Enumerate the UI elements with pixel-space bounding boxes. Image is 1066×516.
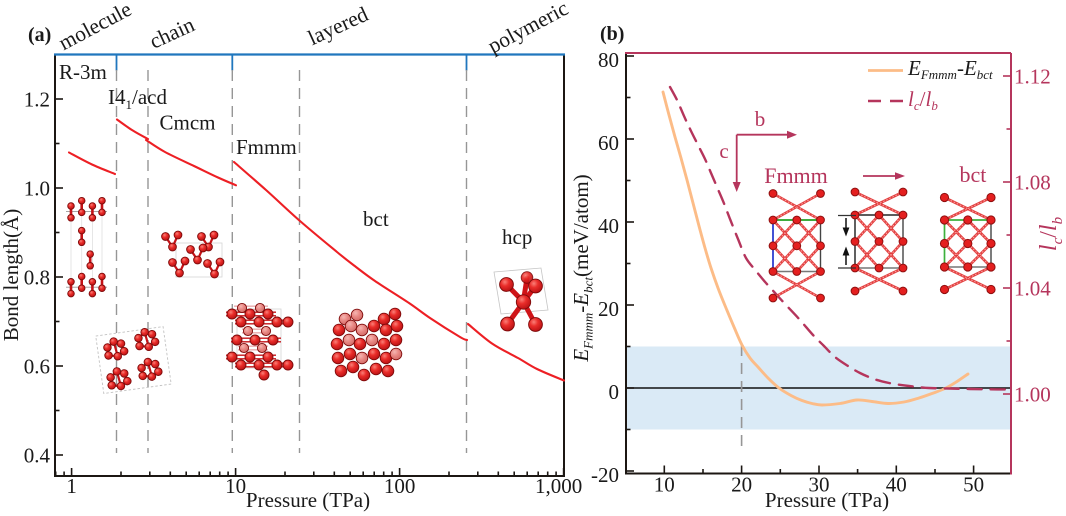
svg-text:1.2: 1.2 [24, 87, 50, 111]
svg-text:20: 20 [731, 473, 752, 497]
svg-text:0.8: 0.8 [24, 265, 50, 289]
svg-text:R-3m: R-3m [59, 60, 107, 84]
svg-text:Fmmm: Fmmm [764, 163, 828, 188]
svg-text:bct: bct [363, 207, 389, 231]
svg-text:(a): (a) [28, 24, 51, 46]
svg-text:40: 40 [598, 214, 619, 238]
svg-text:30: 30 [809, 473, 830, 497]
svg-text:hcp: hcp [502, 225, 532, 249]
svg-text:1,000: 1,000 [535, 474, 582, 498]
svg-text:Pressure (TPa): Pressure (TPa) [765, 488, 889, 512]
svg-text:EFmmm-Ebct(meV/atom): EFmmm-Ebct(meV/atom) [569, 174, 596, 362]
svg-text:10: 10 [654, 473, 675, 497]
svg-text:1.12: 1.12 [1014, 64, 1051, 88]
svg-text:Bond length(Å): Bond length(Å) [0, 209, 23, 341]
svg-text:1.04: 1.04 [1014, 276, 1051, 300]
svg-text:0.4: 0.4 [24, 443, 51, 467]
svg-text:10: 10 [225, 474, 246, 498]
svg-text:0.6: 0.6 [24, 354, 50, 378]
svg-text:50: 50 [963, 473, 984, 497]
svg-text:60: 60 [598, 131, 619, 155]
svg-text:EFmmm-Ebct: EFmmm-Ebct [907, 56, 993, 82]
svg-text:80: 80 [598, 48, 619, 72]
svg-text:(b): (b) [600, 23, 624, 45]
svg-text:1.08: 1.08 [1014, 170, 1051, 194]
svg-text:Fmmm: Fmmm [236, 135, 297, 159]
svg-text:40: 40 [886, 473, 907, 497]
svg-text:20: 20 [598, 297, 619, 321]
svg-text:lc/lb: lc/lb [908, 87, 938, 113]
svg-text:-20: -20 [591, 463, 619, 487]
svg-text:1: 1 [66, 474, 77, 498]
svg-text:1.00: 1.00 [1014, 382, 1051, 406]
svg-text:lc/lb: lc/lb [1036, 216, 1066, 251]
svg-text:I41/acd: I41/acd [108, 85, 167, 112]
svg-text:100: 100 [384, 474, 416, 498]
svg-text:0: 0 [609, 380, 620, 404]
svg-text:Cmcm: Cmcm [160, 111, 216, 135]
svg-text:c: c [719, 139, 728, 163]
svg-text:b: b [755, 107, 766, 131]
svg-text:1.0: 1.0 [24, 176, 50, 200]
svg-text:bct: bct [960, 162, 987, 187]
svg-text:Pressure (TPa): Pressure (TPa) [246, 488, 370, 512]
